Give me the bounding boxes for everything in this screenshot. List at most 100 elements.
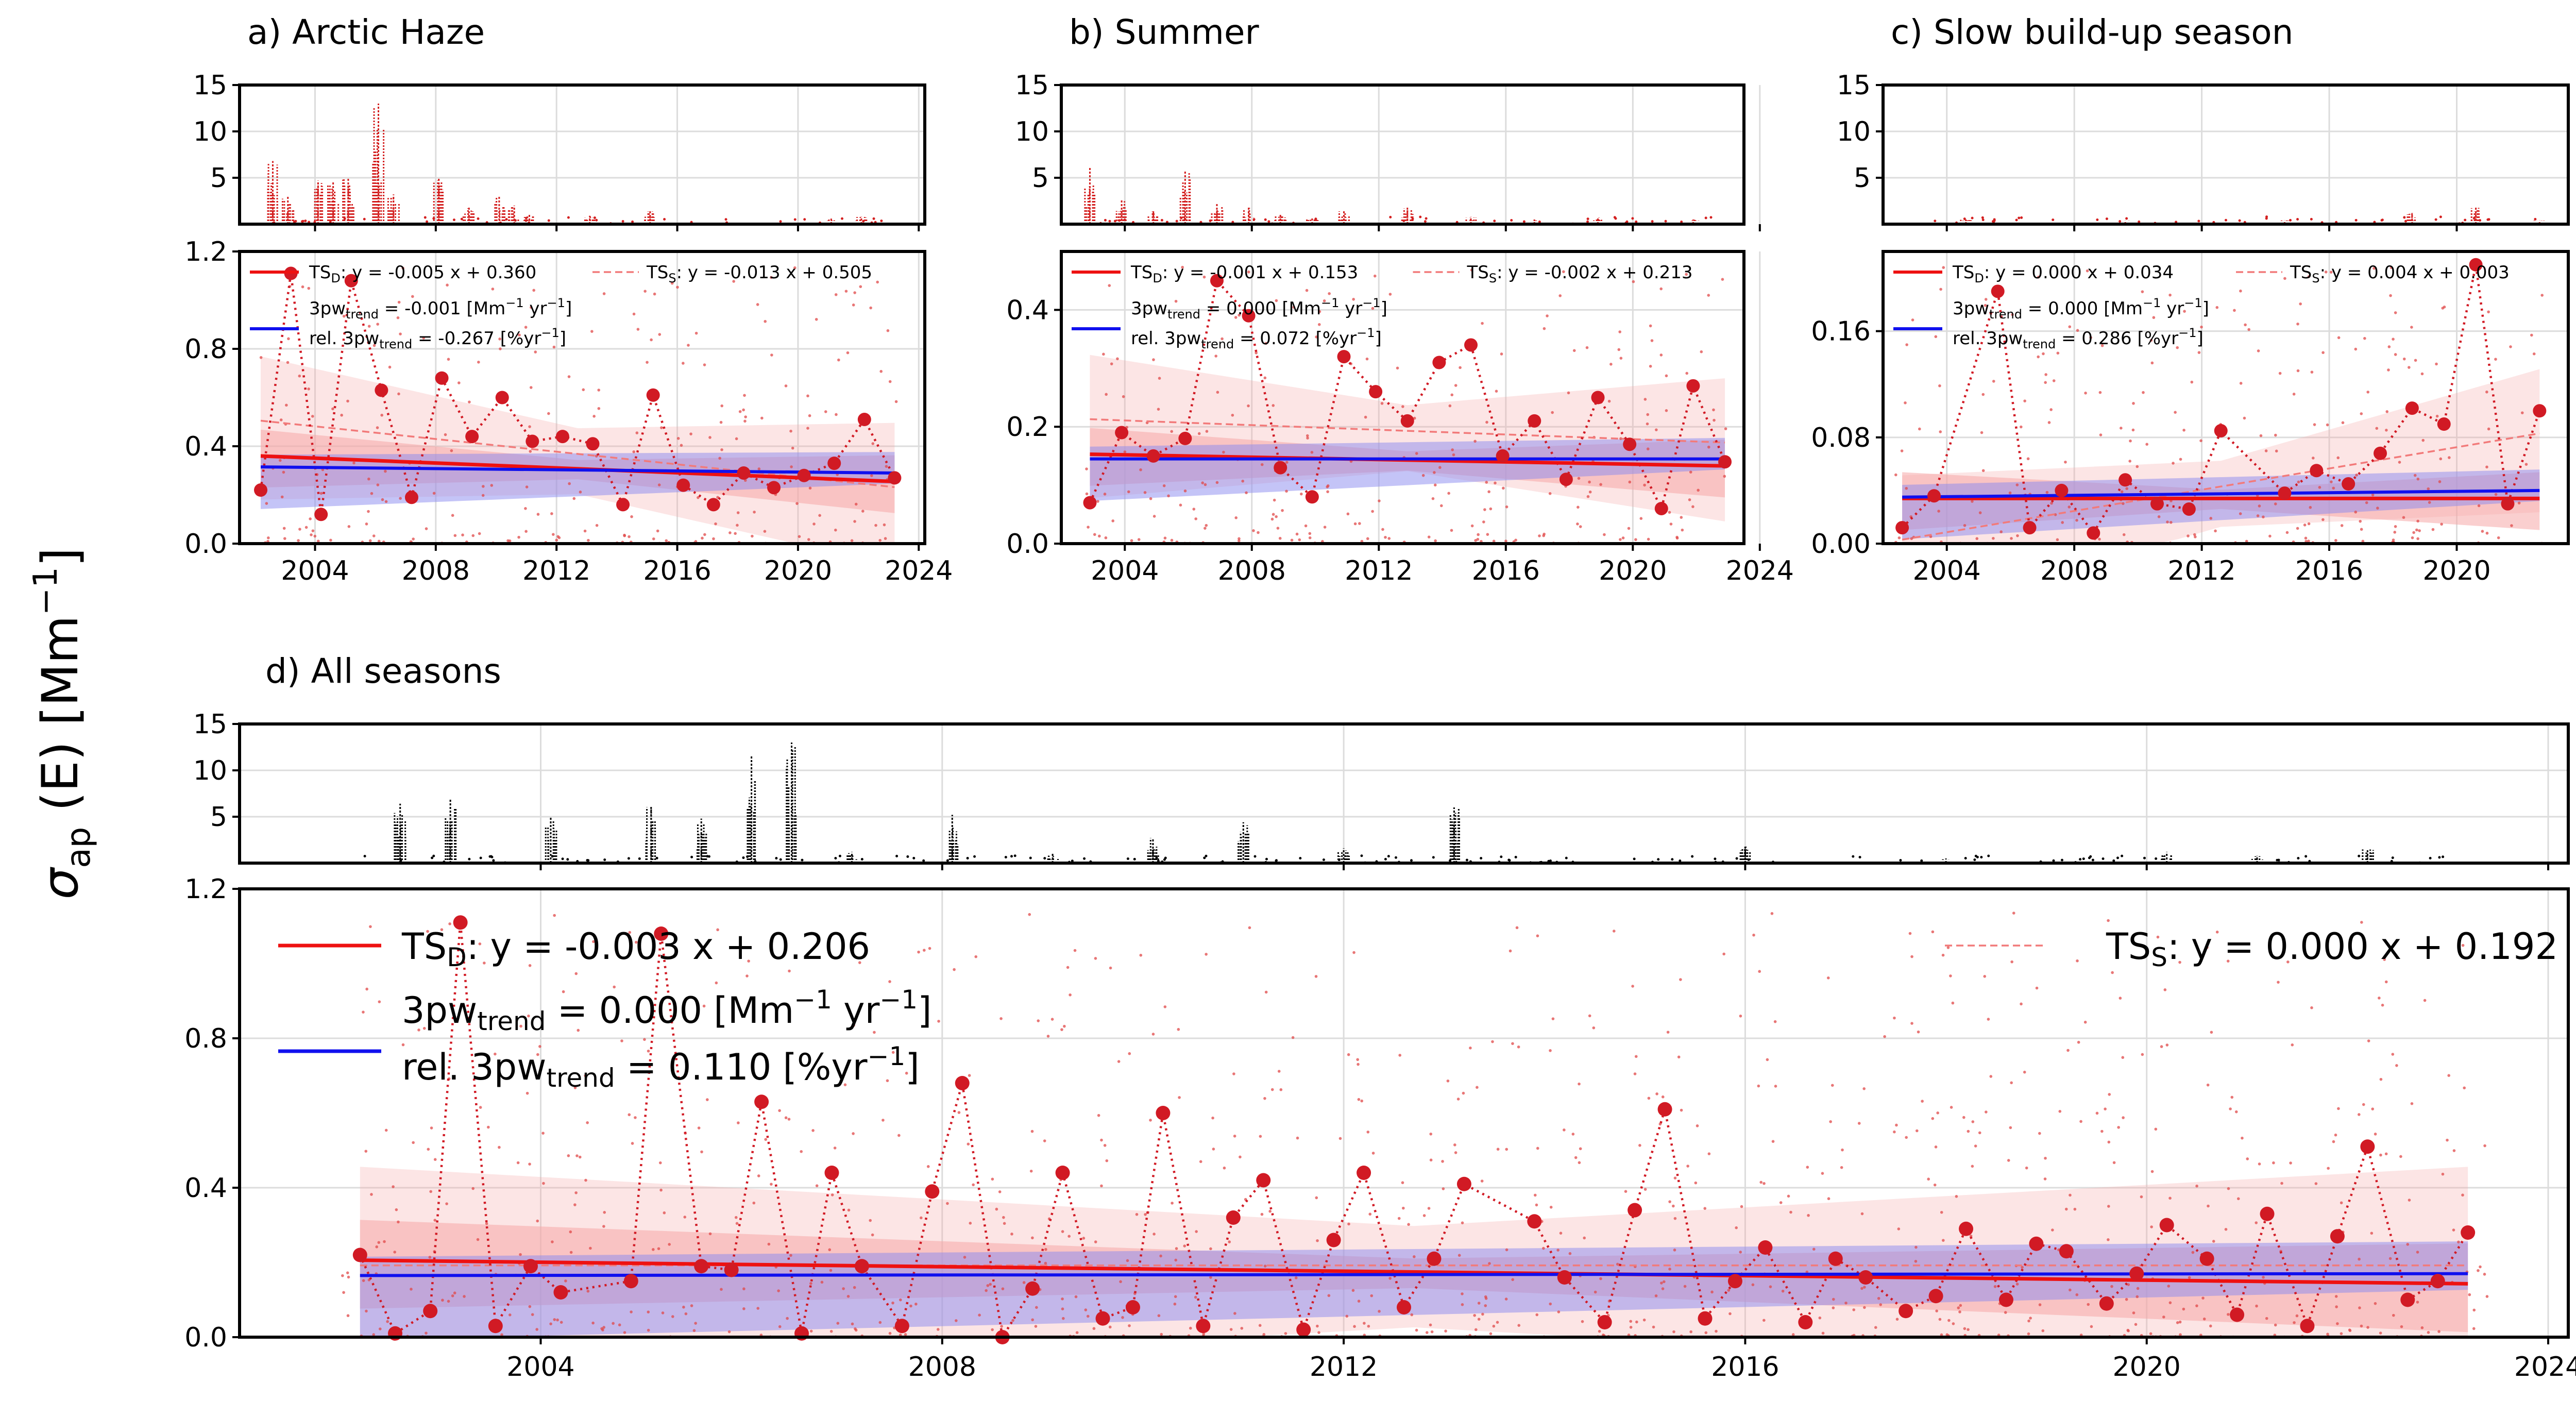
raw-sample-dot	[1551, 1017, 1555, 1020]
raw-sample-dot	[528, 425, 531, 428]
raw-dot	[1493, 220, 1496, 223]
raw-sample-dot	[1384, 535, 1387, 539]
raw-sample-dot	[1096, 500, 1099, 503]
raw-sample-dot	[2485, 390, 2488, 394]
raw-sample-dot	[815, 1184, 819, 1187]
raw-dot	[1394, 856, 1397, 859]
seasonal-median-point	[1758, 1240, 1773, 1255]
raw-sample-dot	[1167, 494, 1170, 498]
raw-sample-dot	[1380, 402, 1384, 405]
raw-sample-dot	[2485, 531, 2489, 535]
xtick-label: 2004	[281, 555, 349, 586]
raw-sample-dot	[2010, 960, 2013, 964]
raw-dot	[343, 217, 346, 220]
legend-rel-3pw: rel. 3pwtrend = 0.286 [%yr−1]	[1953, 326, 2204, 351]
raw-sample-dot	[853, 291, 856, 294]
raw-sample-dot	[1543, 327, 1546, 330]
raw-sample-dot	[1934, 1145, 1938, 1149]
seasonal-median-point	[2278, 486, 2292, 500]
raw-dot	[2105, 217, 2108, 221]
raw-sample-dot	[1363, 1322, 1366, 1325]
xtick-label: 2016	[2295, 555, 2363, 586]
raw-sample-dot	[1433, 471, 1436, 474]
raw-sample-dot	[2289, 1161, 2292, 1165]
raw-sample-dot	[1396, 366, 1399, 370]
raw-sample-dot	[461, 533, 464, 537]
raw-sample-dot	[1270, 517, 1274, 521]
raw-sample-dot	[2307, 275, 2311, 278]
xtick-label: 2012	[1310, 1352, 1378, 1383]
raw-sample-dot	[2127, 1283, 2130, 1286]
raw-sample-dot	[1905, 486, 1908, 490]
raw-sample-dot	[1103, 1144, 1107, 1147]
raw-sample-dot	[1724, 427, 1727, 430]
raw-sample-dot	[2360, 921, 2363, 924]
raw-sample-dot	[346, 399, 349, 403]
raw-dot	[2296, 218, 2299, 221]
raw-sample-dot	[2095, 1111, 2099, 1115]
raw-sample-dot	[1638, 1144, 1641, 1147]
raw-dot	[1423, 220, 1427, 223]
raw-sample-dot	[1984, 304, 1987, 307]
raw-sample-dot	[1194, 1295, 1197, 1299]
raw-dot	[1508, 859, 1511, 862]
raw-sample-dot	[1474, 539, 1477, 542]
raw-sample-dot	[2297, 480, 2300, 484]
raw-sample-dot	[1840, 1166, 1843, 1169]
raw-sample-dot	[2178, 1320, 2182, 1324]
raw-sample-dot	[2122, 502, 2125, 505]
3pw-trend-line	[1902, 488, 2540, 499]
raw-sample-dot	[1365, 357, 1369, 361]
raw-sample-dot	[569, 1251, 573, 1254]
raw-dot	[1267, 220, 1270, 223]
raw-sample-dot	[2427, 1331, 2430, 1334]
raw-sample-dot	[1672, 1330, 1675, 1334]
raw-sample-dot	[2447, 1074, 2450, 1077]
raw-sample-dot	[835, 413, 838, 416]
seasonal-median-point	[2214, 424, 2228, 437]
raw-dot	[1083, 857, 1086, 860]
raw-sample-dot	[888, 380, 892, 383]
raw-sample-dot	[2394, 525, 2397, 528]
raw-sample-dot	[370, 492, 374, 495]
raw-sample-dot	[1255, 351, 1258, 355]
raw-dot	[1265, 857, 1268, 861]
raw-sample-dot	[2264, 449, 2268, 452]
raw-sample-dot	[2274, 433, 2277, 437]
raw-sample-dot	[1223, 1166, 1226, 1170]
raw-sample-dot	[603, 1211, 606, 1214]
raw-sample-dot	[2023, 399, 2026, 402]
raw-sample-dot	[2366, 1326, 2369, 1329]
seasonal-median-point	[1274, 461, 1287, 475]
raw-dot	[1449, 859, 1452, 862]
raw-sample-dot	[432, 492, 436, 495]
raw-sample-dot	[1650, 339, 1654, 342]
raw-sample-dot	[2145, 443, 2148, 446]
raw-sample-dot	[1116, 357, 1119, 361]
raw-sample-dot	[2160, 1045, 2163, 1048]
raw-sample-dot	[1211, 1116, 1214, 1120]
raw-sample-dot	[399, 497, 402, 500]
raw-sample-dot	[2015, 1283, 2019, 1286]
raw-dot	[1514, 855, 1517, 858]
raw-ytick-label: 5	[1854, 163, 1871, 194]
raw-sample-dot	[528, 1305, 532, 1308]
raw-dot	[1735, 857, 1738, 860]
raw-sample-dot	[820, 1280, 824, 1284]
raw-sample-dot	[340, 413, 343, 417]
raw-sample-dot	[631, 1142, 634, 1145]
raw-sample-dot	[487, 1125, 490, 1129]
raw-sample-dot	[632, 450, 636, 453]
raw-sample-dot	[1673, 1249, 1676, 1252]
raw-sample-dot	[2125, 1297, 2128, 1301]
seasonal-median-point	[646, 388, 660, 402]
raw-sample-dot	[760, 416, 764, 420]
raw-sample-dot	[1806, 1166, 1809, 1169]
raw-sample-dot	[367, 477, 370, 481]
raw-sample-dot	[1634, 1055, 1638, 1058]
raw-sample-dot	[1238, 539, 1241, 543]
raw-sample-dot	[1304, 524, 1308, 528]
raw-dot	[363, 854, 366, 857]
raw-sample-dot	[479, 1106, 482, 1109]
